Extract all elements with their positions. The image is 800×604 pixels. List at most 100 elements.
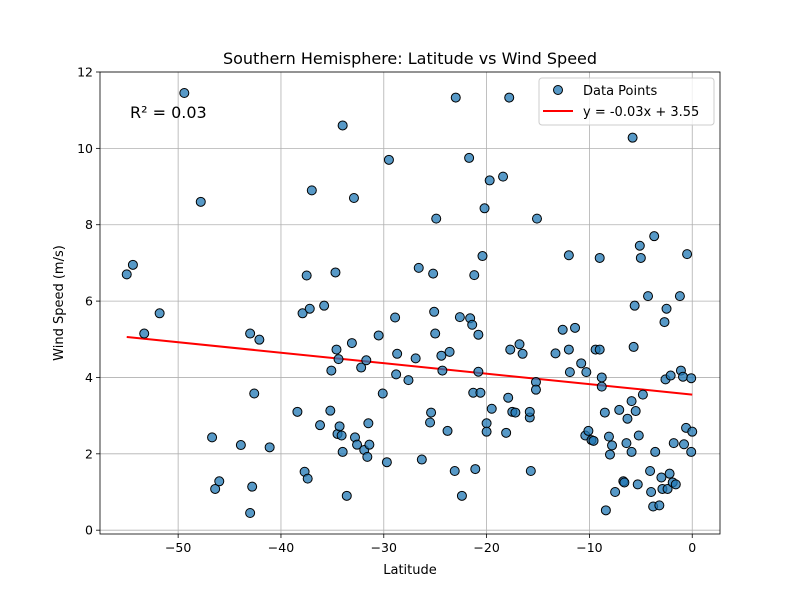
data-point	[484, 175, 495, 186]
data-point	[525, 466, 536, 476]
x-tick-label: −40	[268, 540, 294, 555]
data-point	[473, 366, 484, 377]
data-point	[475, 387, 486, 398]
data-point	[431, 213, 442, 224]
data-point	[632, 479, 643, 490]
data-point	[650, 446, 661, 457]
legend-label-trend-line: y = -0.03x + 3.55	[583, 105, 699, 120]
data-point	[336, 430, 347, 441]
data-point	[614, 404, 625, 415]
data-point	[594, 344, 605, 355]
data-point	[627, 132, 638, 143]
data-point	[596, 372, 607, 383]
data-point	[514, 339, 525, 350]
data-point	[337, 446, 348, 457]
data-point	[179, 88, 190, 98]
x-tick-label: −30	[371, 540, 397, 555]
data-point	[449, 466, 460, 476]
data-point	[426, 407, 437, 418]
data-point	[334, 421, 345, 432]
data-point	[245, 328, 256, 339]
data-point	[619, 477, 630, 488]
data-point	[670, 479, 681, 490]
legend-label-points: Data Points	[583, 84, 657, 99]
data-point	[477, 251, 488, 262]
legend: Data Points y = -0.03x + 3.55	[538, 77, 715, 126]
data-point	[656, 472, 667, 483]
y-tick-label: 2	[85, 446, 93, 461]
data-point	[583, 425, 594, 436]
data-point	[381, 457, 392, 468]
data-point	[333, 354, 344, 365]
data-point	[306, 185, 317, 196]
data-point	[430, 328, 441, 339]
data-point	[503, 392, 514, 403]
data-point	[437, 365, 448, 376]
data-point	[661, 303, 672, 314]
data-point	[341, 490, 352, 501]
data-point	[563, 344, 574, 355]
data-point	[626, 396, 637, 407]
data-point	[603, 431, 614, 442]
data-point	[301, 270, 312, 281]
data-point	[425, 417, 436, 428]
data-point	[247, 481, 258, 492]
data-point	[504, 92, 515, 103]
r-squared-annotation: R² = 0.03	[130, 103, 207, 122]
data-point	[645, 466, 656, 476]
data-point	[195, 196, 206, 207]
data-point	[413, 262, 424, 273]
data-point	[249, 388, 260, 399]
data-point	[127, 259, 138, 270]
data-point	[416, 454, 427, 465]
y-axis-ticks: 0 2 4 6 8 10 12	[77, 65, 100, 538]
data-point	[594, 252, 605, 263]
y-tick-label: 0	[85, 523, 93, 538]
data-point	[501, 427, 512, 438]
data-point	[362, 451, 373, 462]
data-point	[315, 420, 326, 431]
data-point	[665, 370, 676, 381]
data-point	[635, 252, 646, 263]
data-point	[626, 446, 637, 457]
data-point	[630, 406, 641, 417]
data-point	[654, 500, 665, 511]
data-point	[664, 468, 675, 479]
data-point	[629, 300, 640, 311]
data-point	[524, 406, 535, 417]
data-point	[486, 403, 497, 414]
data-point	[207, 432, 218, 443]
data-point	[346, 338, 357, 349]
data-point	[576, 358, 587, 369]
data-point	[403, 375, 414, 386]
x-tick-label: 0	[688, 540, 696, 555]
data-point	[210, 483, 221, 494]
x-tick-label: −20	[473, 540, 499, 555]
data-point	[383, 154, 394, 165]
y-tick-label: 12	[77, 65, 93, 80]
data-point	[456, 490, 467, 501]
y-tick-label: 8	[85, 217, 93, 232]
data-point	[326, 365, 337, 376]
grid	[100, 71, 720, 534]
data-point	[264, 442, 275, 453]
data-point	[373, 330, 384, 341]
y-tick-label: 6	[85, 294, 93, 309]
data-point	[662, 483, 673, 494]
data-point	[390, 312, 401, 323]
data-point	[659, 317, 670, 328]
data-point	[622, 413, 633, 424]
data-point	[637, 389, 648, 400]
data-point	[682, 249, 693, 260]
data-point	[235, 440, 246, 451]
data-point	[479, 203, 490, 214]
data-point	[442, 425, 453, 436]
data-point	[361, 355, 372, 366]
data-point	[481, 418, 492, 429]
data-point	[649, 231, 660, 242]
data-point	[450, 92, 461, 103]
data-point	[668, 438, 679, 449]
data-point	[550, 348, 561, 359]
